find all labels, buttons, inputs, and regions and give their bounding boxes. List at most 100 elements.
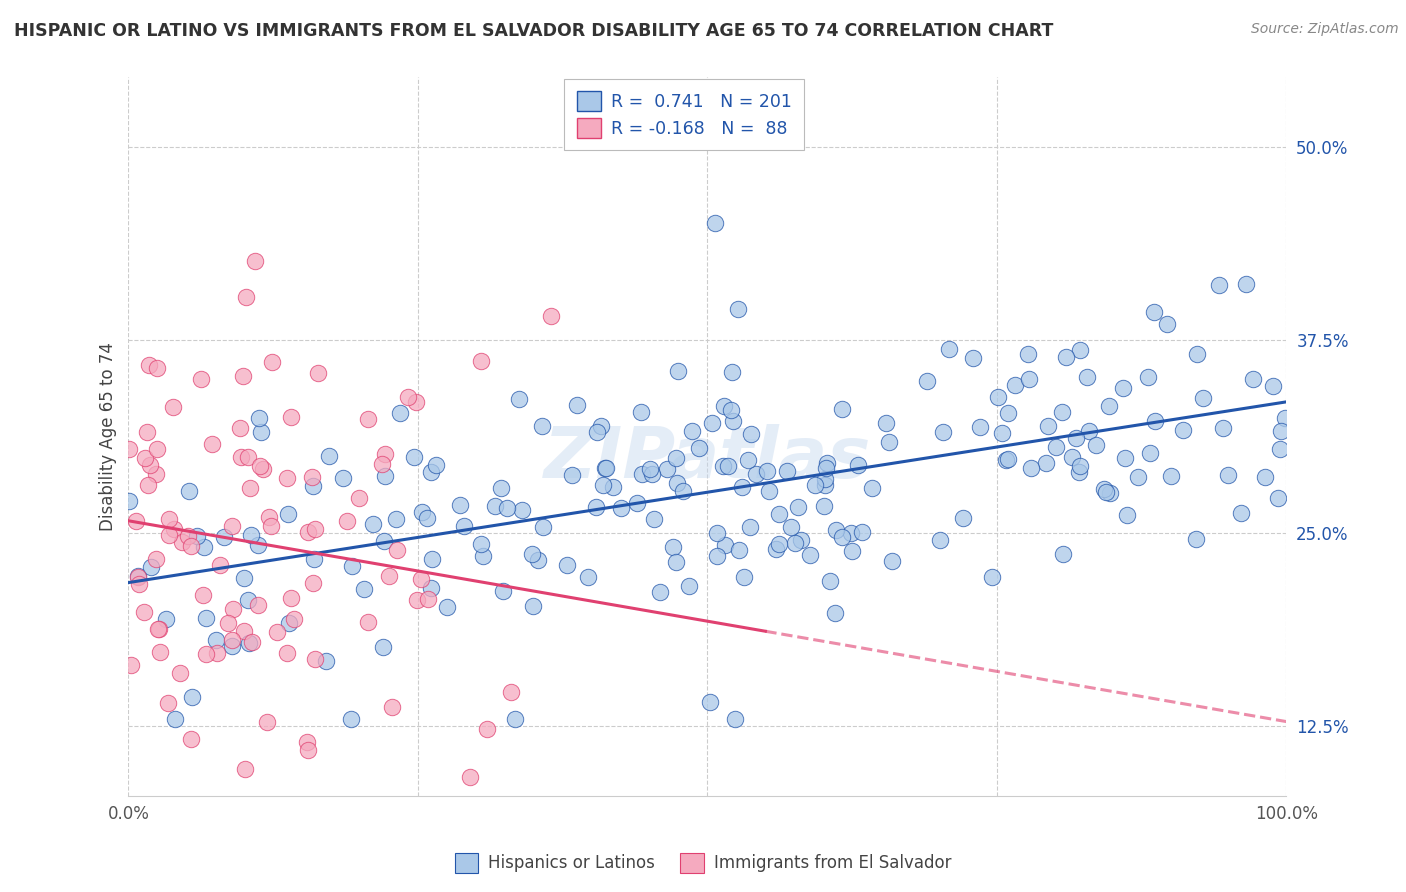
- Point: [1098, 399, 1121, 413]
- Point: [1112, 381, 1135, 395]
- Point: [209, 558, 232, 573]
- Point: [1144, 414, 1167, 428]
- Point: [148, 622, 170, 636]
- Point: [207, 646, 229, 660]
- Point: [1192, 391, 1215, 405]
- Point: [157, 528, 180, 542]
- Point: [1267, 491, 1289, 505]
- Point: [987, 390, 1010, 404]
- Point: [205, 633, 228, 648]
- Point: [630, 405, 652, 419]
- Point: [425, 458, 447, 473]
- Point: [804, 478, 827, 492]
- Point: [232, 571, 254, 585]
- Point: [1185, 533, 1208, 547]
- Point: [195, 610, 218, 624]
- Point: [1018, 372, 1040, 386]
- Point: [565, 398, 588, 412]
- Point: [256, 714, 278, 729]
- Point: [713, 538, 735, 552]
- Point: [238, 636, 260, 650]
- Point: [713, 400, 735, 414]
- Point: [665, 555, 688, 569]
- Point: [146, 622, 169, 636]
- Point: [260, 518, 283, 533]
- Point: [470, 354, 492, 368]
- Point: [631, 467, 654, 482]
- Point: [371, 457, 394, 471]
- Point: [655, 461, 678, 475]
- Point: [846, 458, 869, 473]
- Point: [177, 529, 200, 543]
- Point: [1004, 377, 1026, 392]
- Point: [339, 712, 361, 726]
- Point: [499, 685, 522, 699]
- Point: [641, 467, 664, 481]
- Point: [783, 535, 806, 549]
- Point: [734, 569, 756, 583]
- Point: [756, 464, 779, 478]
- Point: [232, 368, 254, 383]
- Point: [416, 510, 439, 524]
- Point: [540, 309, 562, 323]
- Point: [283, 612, 305, 626]
- Point: [217, 615, 239, 630]
- Point: [1173, 423, 1195, 437]
- Point: [277, 507, 299, 521]
- Point: [138, 358, 160, 372]
- Point: [1066, 431, 1088, 445]
- Point: [163, 712, 186, 726]
- Point: [969, 420, 991, 434]
- Point: [128, 577, 150, 591]
- Point: [831, 401, 853, 416]
- Point: [385, 512, 408, 526]
- Point: [118, 494, 141, 508]
- Point: [681, 424, 703, 438]
- Point: [814, 477, 837, 491]
- Point: [765, 542, 787, 557]
- Point: [1160, 468, 1182, 483]
- Point: [595, 461, 617, 475]
- Point: [592, 478, 614, 492]
- Point: [136, 478, 159, 492]
- Point: [1036, 419, 1059, 434]
- Point: [169, 665, 191, 680]
- Point: [449, 498, 471, 512]
- Point: [790, 533, 813, 548]
- Point: [1139, 446, 1161, 460]
- Point: [1230, 506, 1253, 520]
- Point: [721, 414, 744, 428]
- Point: [678, 579, 700, 593]
- Point: [1212, 421, 1234, 435]
- Point: [820, 574, 842, 588]
- Point: [1137, 370, 1160, 384]
- Point: [1069, 343, 1091, 357]
- Point: [374, 447, 396, 461]
- Point: [740, 427, 762, 442]
- Point: [700, 417, 723, 431]
- Point: [711, 458, 734, 473]
- Point: [170, 535, 193, 549]
- Point: [1114, 450, 1136, 465]
- Point: [212, 530, 235, 544]
- Point: [297, 742, 319, 756]
- Point: [405, 395, 427, 409]
- Point: [990, 425, 1012, 440]
- Point: [1052, 547, 1074, 561]
- Point: [586, 425, 609, 440]
- Point: [1234, 277, 1257, 291]
- Point: [361, 516, 384, 531]
- Point: [740, 519, 762, 533]
- Point: [149, 645, 172, 659]
- Point: [1069, 466, 1091, 480]
- Point: [336, 514, 359, 528]
- Point: [831, 530, 853, 544]
- Point: [280, 591, 302, 606]
- Point: [177, 483, 200, 498]
- Point: [411, 572, 433, 586]
- Point: [302, 552, 325, 566]
- Point: [155, 611, 177, 625]
- Point: [420, 551, 443, 566]
- Point: [180, 690, 202, 704]
- Point: [917, 374, 939, 388]
